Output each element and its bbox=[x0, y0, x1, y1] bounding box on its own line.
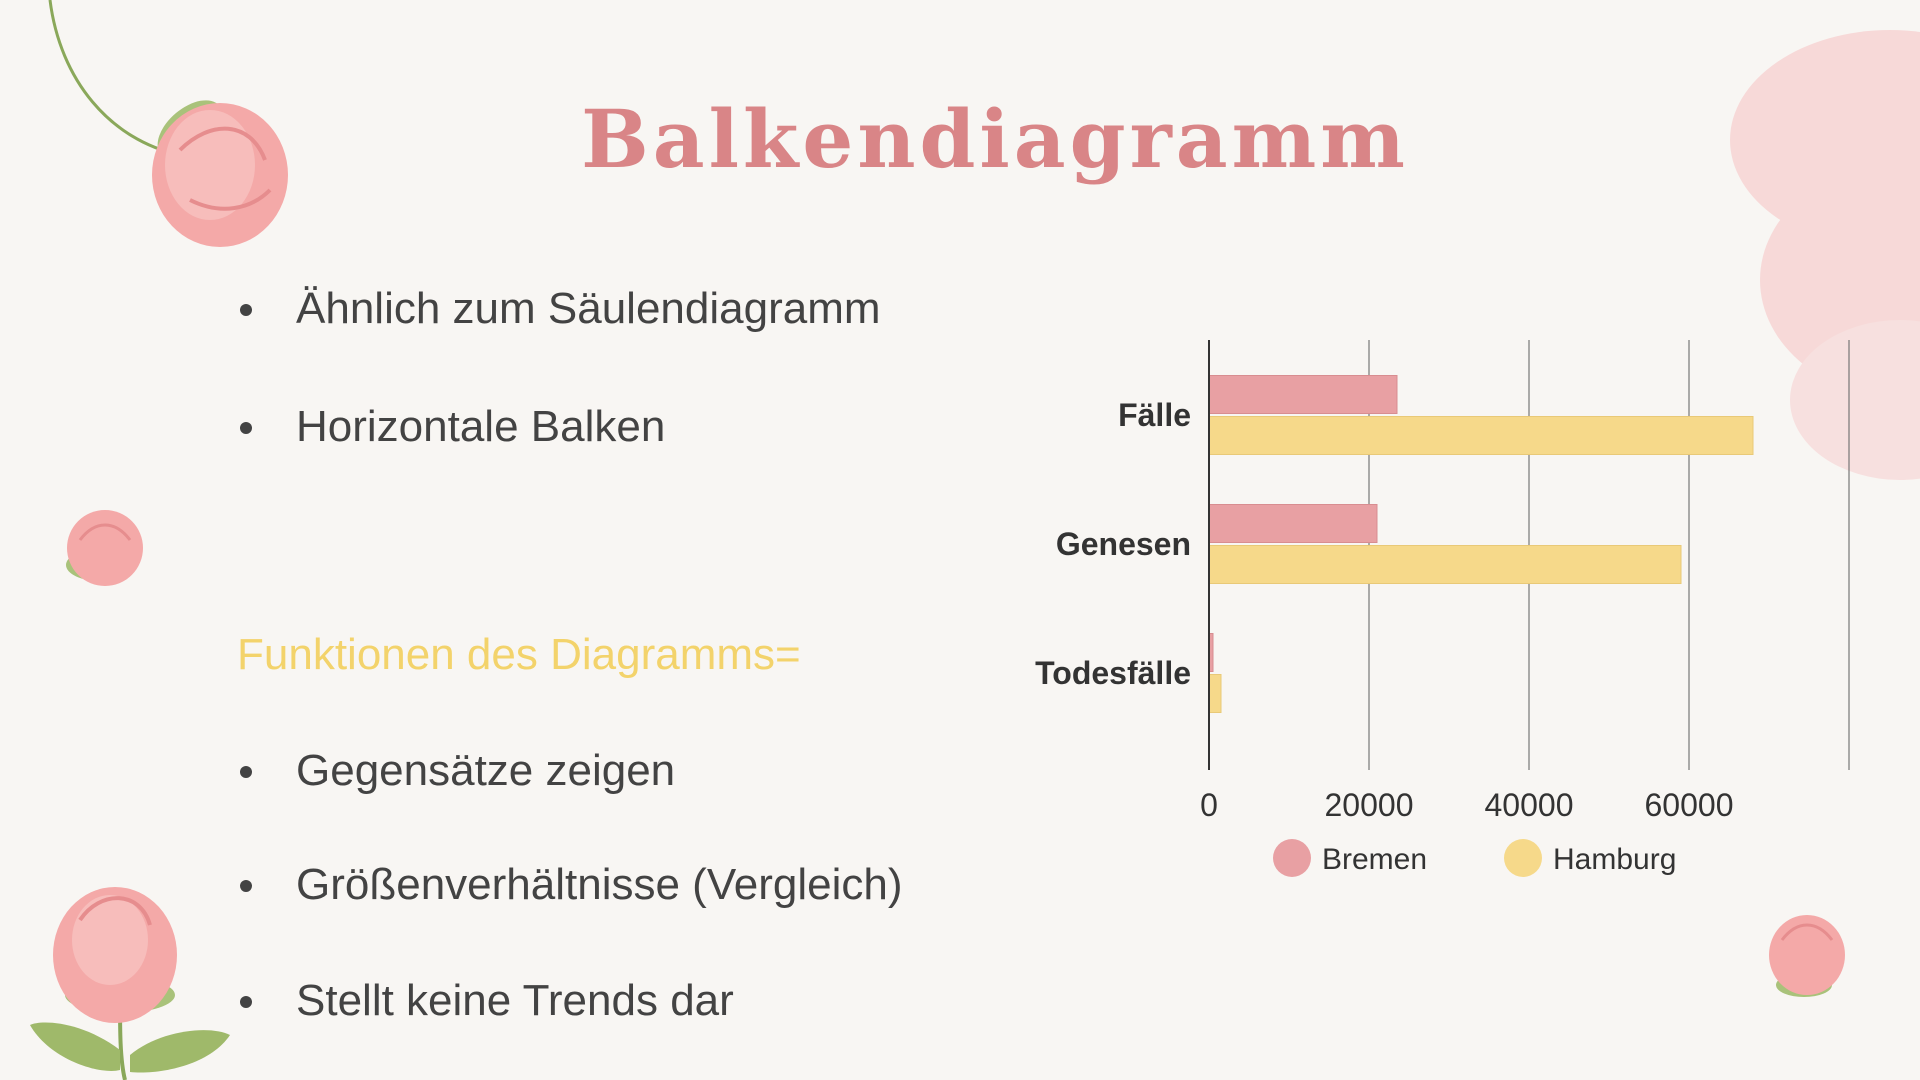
bar-bremen bbox=[1208, 504, 1378, 543]
peony-flower-top-left bbox=[48, 0, 288, 247]
bullet-list-top: Ähnlich zum Säulendiagramm Horizontale B… bbox=[236, 283, 881, 453]
bullet-text: Gegensätze zeigen bbox=[296, 746, 676, 795]
bullet-dot bbox=[240, 422, 252, 434]
bullet-dot bbox=[240, 766, 252, 778]
peony-flower-bottom-left bbox=[30, 887, 230, 1080]
bullet-text: Horizontale Balken bbox=[296, 402, 666, 451]
category-label: Todesfälle bbox=[1035, 655, 1191, 691]
peony-bud-left bbox=[66, 510, 143, 586]
x-tick-label: 0 bbox=[1200, 787, 1218, 823]
bullet-text: Ähnlich zum Säulendiagramm bbox=[296, 284, 881, 333]
peony-flower-top-right-faded bbox=[1730, 30, 1920, 480]
bar-hamburg bbox=[1208, 674, 1222, 713]
bullet-dot bbox=[240, 880, 252, 892]
bullet-text: Größenverhältnisse (Vergleich) bbox=[296, 860, 903, 909]
legend-marker-hamburg bbox=[1504, 839, 1542, 877]
bar-hamburg bbox=[1208, 416, 1754, 455]
bullet-item: Größenverhältnisse (Vergleich) bbox=[236, 859, 902, 911]
bar-chart: Fälle Genesen Todesfälle 0 20000 40000 60000 Br… bbox=[1035, 340, 1850, 877]
subheading: Funktionen des Diagramms= bbox=[237, 630, 801, 679]
bar-hamburg bbox=[1208, 545, 1682, 584]
bullet-item: Stellt keine Trends dar bbox=[236, 975, 902, 1027]
category-label: Genesen bbox=[1056, 526, 1191, 562]
x-tick-label: 60000 bbox=[1645, 787, 1734, 823]
legend-label: Bremen bbox=[1322, 843, 1427, 876]
bullet-text: Stellt keine Trends dar bbox=[296, 976, 734, 1025]
legend-label: Hamburg bbox=[1553, 843, 1676, 876]
bullet-item: Horizontale Balken bbox=[236, 401, 881, 453]
peony-bud-right bbox=[1769, 915, 1845, 997]
bullet-dot bbox=[240, 996, 252, 1008]
bullet-dot bbox=[240, 304, 252, 316]
category-label: Fälle bbox=[1118, 397, 1191, 433]
x-tick-label: 20000 bbox=[1325, 787, 1414, 823]
legend-marker-bremen bbox=[1273, 839, 1311, 877]
bullet-list-bottom: Gegensätze zeigen Größenverhältnisse (Ve… bbox=[236, 745, 902, 1027]
bullet-item: Ähnlich zum Säulendiagramm bbox=[236, 283, 881, 335]
x-tick-label: 40000 bbox=[1485, 787, 1574, 823]
bar-bremen bbox=[1208, 375, 1398, 414]
bullet-item: Gegensätze zeigen bbox=[236, 745, 902, 797]
page-title: Balkendiagramm bbox=[581, 92, 1409, 186]
